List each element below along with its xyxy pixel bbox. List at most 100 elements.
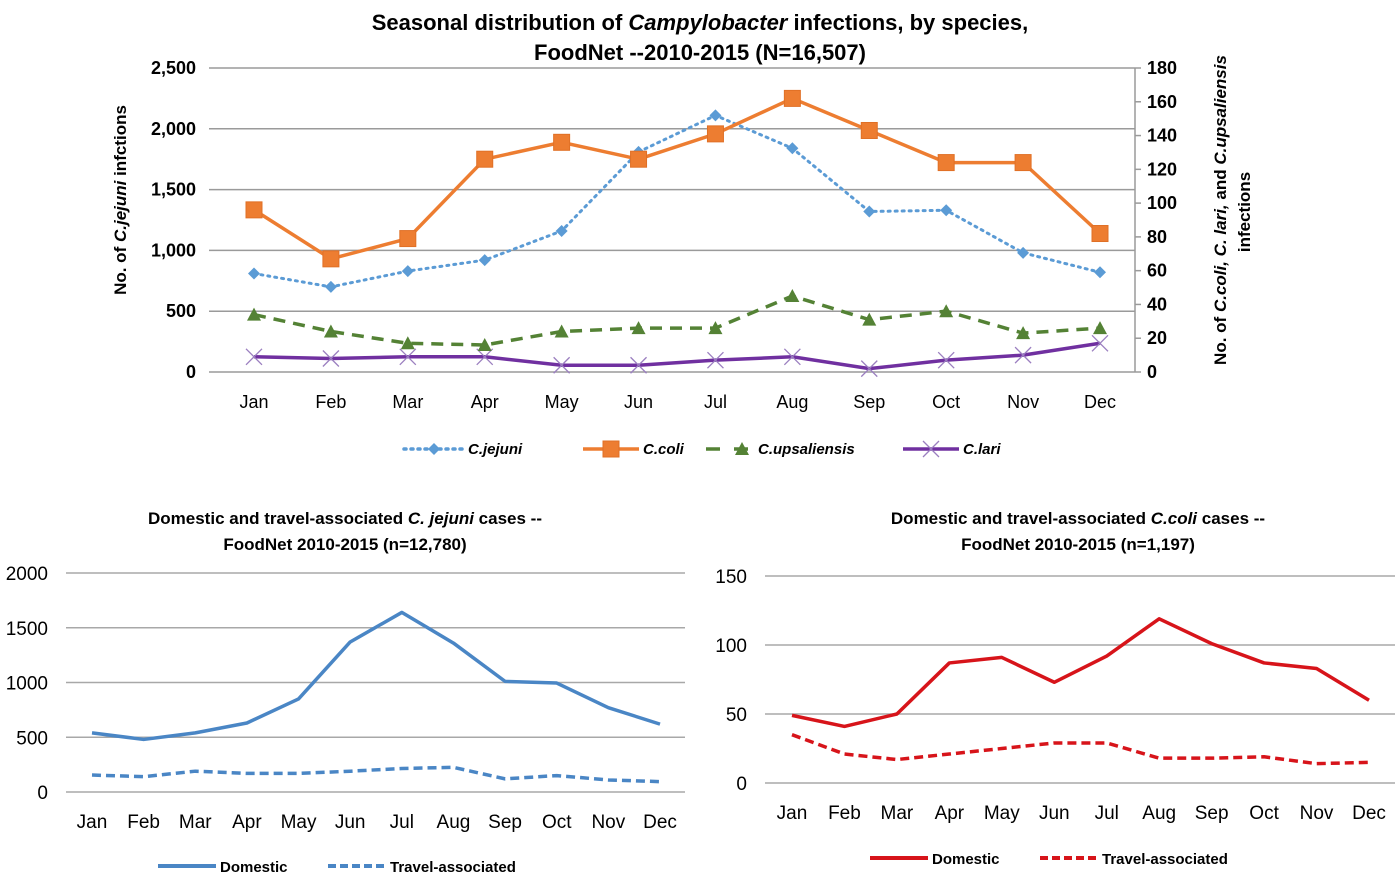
jejuni-chart: Domestic and travel-associated C. jejuni… — [6, 509, 685, 876]
legend-item: C.jejuni — [402, 441, 523, 458]
coli-chart-legend: Domestic Travel-associated — [870, 851, 1228, 868]
series-line — [253, 96, 1102, 261]
text-run: infctions — [111, 105, 130, 181]
coli-chart-series — [791, 617, 1370, 766]
data-point — [323, 324, 338, 338]
legend-item: C.lari — [903, 440, 1001, 458]
y-tick-label: 1500 — [6, 619, 48, 640]
y2-tick-label: 20 — [1147, 328, 1167, 348]
x-tick-label: Apr — [232, 812, 262, 833]
series-line-travel-associated — [791, 733, 1370, 766]
data-point — [1017, 246, 1030, 259]
x-tick-label: Aug — [776, 392, 808, 412]
jejuni-chart-title-line1: Domestic and travel-associated C. jejuni… — [148, 509, 542, 528]
data-point — [630, 356, 648, 374]
y-tick-label: 2000 — [6, 564, 48, 585]
legend-item: C.coli — [583, 440, 685, 458]
series-line-travel-associated — [91, 765, 661, 784]
y2-tick-label: 100 — [1147, 193, 1177, 213]
text-run: Seasonal distribution of — [372, 10, 629, 35]
y2-tick-label: 40 — [1147, 294, 1167, 314]
data-point — [553, 133, 571, 151]
jejuni-chart-x-ticks: Jan Feb Mar Apr May Jun Jul Aug Sep Oct Nov Dec — [77, 812, 677, 833]
coli-chart-title-line1: Domestic and travel-associated C.coli ca… — [891, 509, 1265, 528]
series-line — [253, 294, 1101, 347]
x-tick-label: Jun — [624, 392, 653, 412]
x-tick-label: Jul — [1095, 803, 1119, 824]
x-tick-label: Sep — [488, 812, 522, 833]
text-run: No. of — [111, 242, 130, 295]
series-line-domestic — [91, 610, 661, 742]
data-point — [630, 150, 648, 168]
data-point — [478, 254, 491, 267]
top-chart-left-y-label: No. of C.jejuni infctions — [111, 105, 130, 295]
y-tick-label: 1,000 — [151, 240, 196, 260]
legend-item: C.upsaliensis — [706, 441, 855, 458]
x-tick-label: Mar — [881, 803, 914, 824]
x-tick-label: Oct — [542, 812, 572, 833]
legend-item: Domestic — [158, 859, 288, 876]
x-tick-label: Jun — [1039, 803, 1070, 824]
data-point — [783, 89, 801, 107]
data-point — [555, 224, 568, 237]
data-point — [1091, 334, 1109, 352]
text-run: Domestic and travel-associated — [148, 509, 408, 528]
y-tick-label: 1000 — [6, 674, 48, 695]
jejuni-chart-series — [91, 610, 661, 784]
data-point — [783, 348, 801, 366]
x-tick-label: Dec — [1352, 803, 1386, 824]
y2-tick-label: 0 — [1147, 362, 1157, 382]
y-tick-label: 1,500 — [151, 180, 196, 200]
data-point — [553, 356, 571, 374]
x-tick-label: May — [984, 803, 1020, 824]
y-tick-label: 2,000 — [151, 119, 196, 139]
data-point — [245, 201, 263, 219]
text-run: cases -- — [474, 509, 542, 528]
y-tick-label: 100 — [715, 636, 747, 657]
data-point — [401, 265, 414, 278]
top-chart-left-y-ticks: 0 500 1,000 1,500 2,000 2,500 — [151, 58, 196, 382]
legend-item: Domestic — [870, 851, 1000, 868]
data-point — [786, 142, 799, 155]
legend-label: Travel-associated — [1102, 851, 1228, 868]
text-run: No. of — [1211, 312, 1230, 365]
series-line-domestic — [791, 617, 1370, 729]
text-run: Campylobacter — [628, 10, 788, 35]
y2-tick-label: 160 — [1147, 92, 1177, 112]
text-run: C.upsaliensis — [1211, 55, 1230, 165]
x-tick-label: Feb — [828, 803, 861, 824]
series-c-jejuni — [248, 109, 1106, 293]
data-point — [631, 321, 646, 335]
coli-chart: Domestic and travel-associated C.coli ca… — [715, 509, 1395, 868]
top-chart-right-y-ticks: 0 20 40 60 80 100 120 140 160 180 — [1147, 58, 1177, 382]
text-run: cases -- — [1197, 509, 1265, 528]
data-point — [476, 150, 494, 168]
legend-item: Travel-associated — [328, 859, 516, 876]
data-point — [940, 204, 953, 217]
y-tick-label: 0 — [37, 783, 48, 804]
coli-chart-x-ticks: Jan Feb Mar Apr May Jun Jul Aug Sep Oct Nov Dec — [777, 803, 1386, 824]
data-point — [708, 321, 723, 335]
x-tick-label: Aug — [1142, 803, 1176, 824]
series-line — [253, 341, 1101, 371]
data-point — [939, 304, 954, 318]
text-run: C.coli — [1151, 509, 1199, 528]
legend-marker-swatch — [922, 440, 940, 458]
jejuni-chart-title-line2: FoodNet 2010-2015 (n=12,780) — [223, 535, 466, 554]
data-point — [1094, 266, 1106, 279]
x-tick-label: Mar — [179, 812, 212, 833]
x-tick-label: Nov — [1300, 803, 1334, 824]
top-chart-right-y-label-line1: No. of C.coli, C. lari, and C.upsaliensi… — [1211, 55, 1230, 365]
data-point — [322, 350, 340, 367]
y-tick-label: 2,500 — [151, 58, 196, 78]
series-c-coli — [245, 89, 1109, 268]
x-tick-label: May — [545, 392, 579, 412]
data-point — [863, 205, 876, 218]
legend-label: C.lari — [963, 441, 1001, 458]
x-tick-label: Jun — [335, 812, 366, 833]
series-c-lari — [245, 334, 1109, 378]
top-chart: Seasonal distribution of Campylobacter i… — [111, 10, 1254, 458]
text-run: C.jejuni — [111, 179, 130, 242]
legend-marker-swatch — [602, 440, 620, 458]
